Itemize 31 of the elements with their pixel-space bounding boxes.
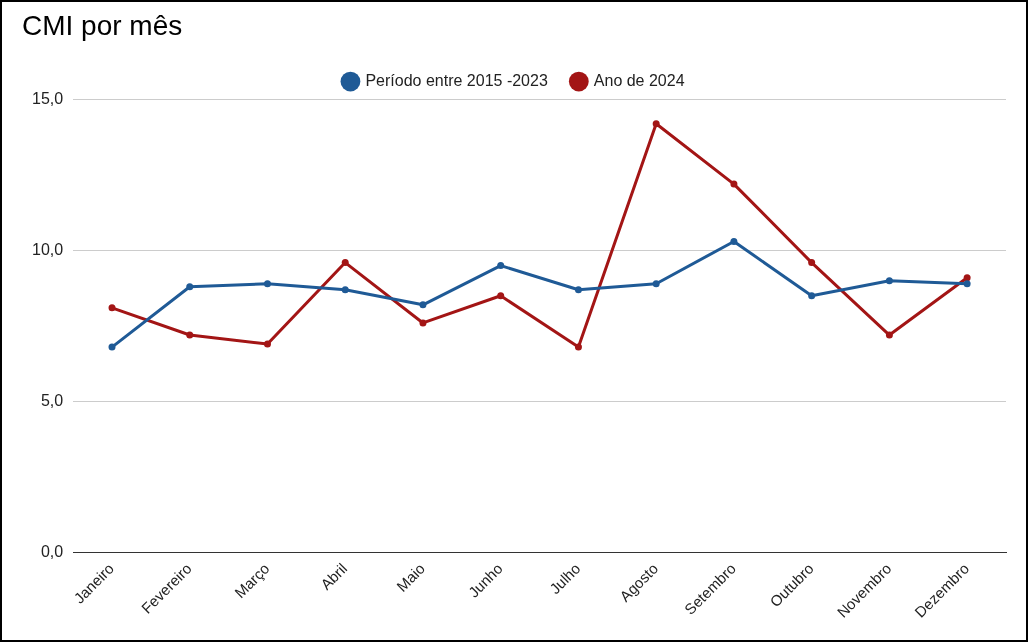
point — [263, 280, 271, 288]
point — [885, 277, 893, 285]
point — [419, 319, 427, 327]
point — [652, 280, 660, 288]
y-tick-label: 5,0 — [40, 391, 64, 409]
point — [730, 237, 738, 245]
y-tick-label: 0,0 — [40, 542, 64, 560]
chart-title: CMI por mês — [22, 9, 183, 41]
point — [808, 259, 816, 267]
point — [885, 331, 893, 339]
point — [186, 331, 194, 339]
y-tick-label: 10,0 — [32, 240, 64, 258]
legend-label: Ano de 2024 — [593, 72, 685, 90]
point — [497, 262, 505, 270]
point — [963, 280, 971, 288]
point — [808, 292, 816, 300]
point — [186, 283, 194, 291]
point — [497, 292, 505, 300]
point — [574, 286, 582, 294]
point — [341, 259, 349, 267]
point — [574, 343, 582, 351]
point — [108, 343, 116, 351]
point — [108, 304, 116, 312]
point — [341, 286, 349, 294]
point — [963, 274, 971, 282]
y-tick-label: 15,0 — [32, 90, 64, 108]
point — [652, 120, 660, 128]
point — [419, 301, 427, 309]
point — [263, 340, 271, 348]
legend-label: Período entre 2015 -2023 — [365, 72, 548, 90]
point — [730, 180, 738, 188]
